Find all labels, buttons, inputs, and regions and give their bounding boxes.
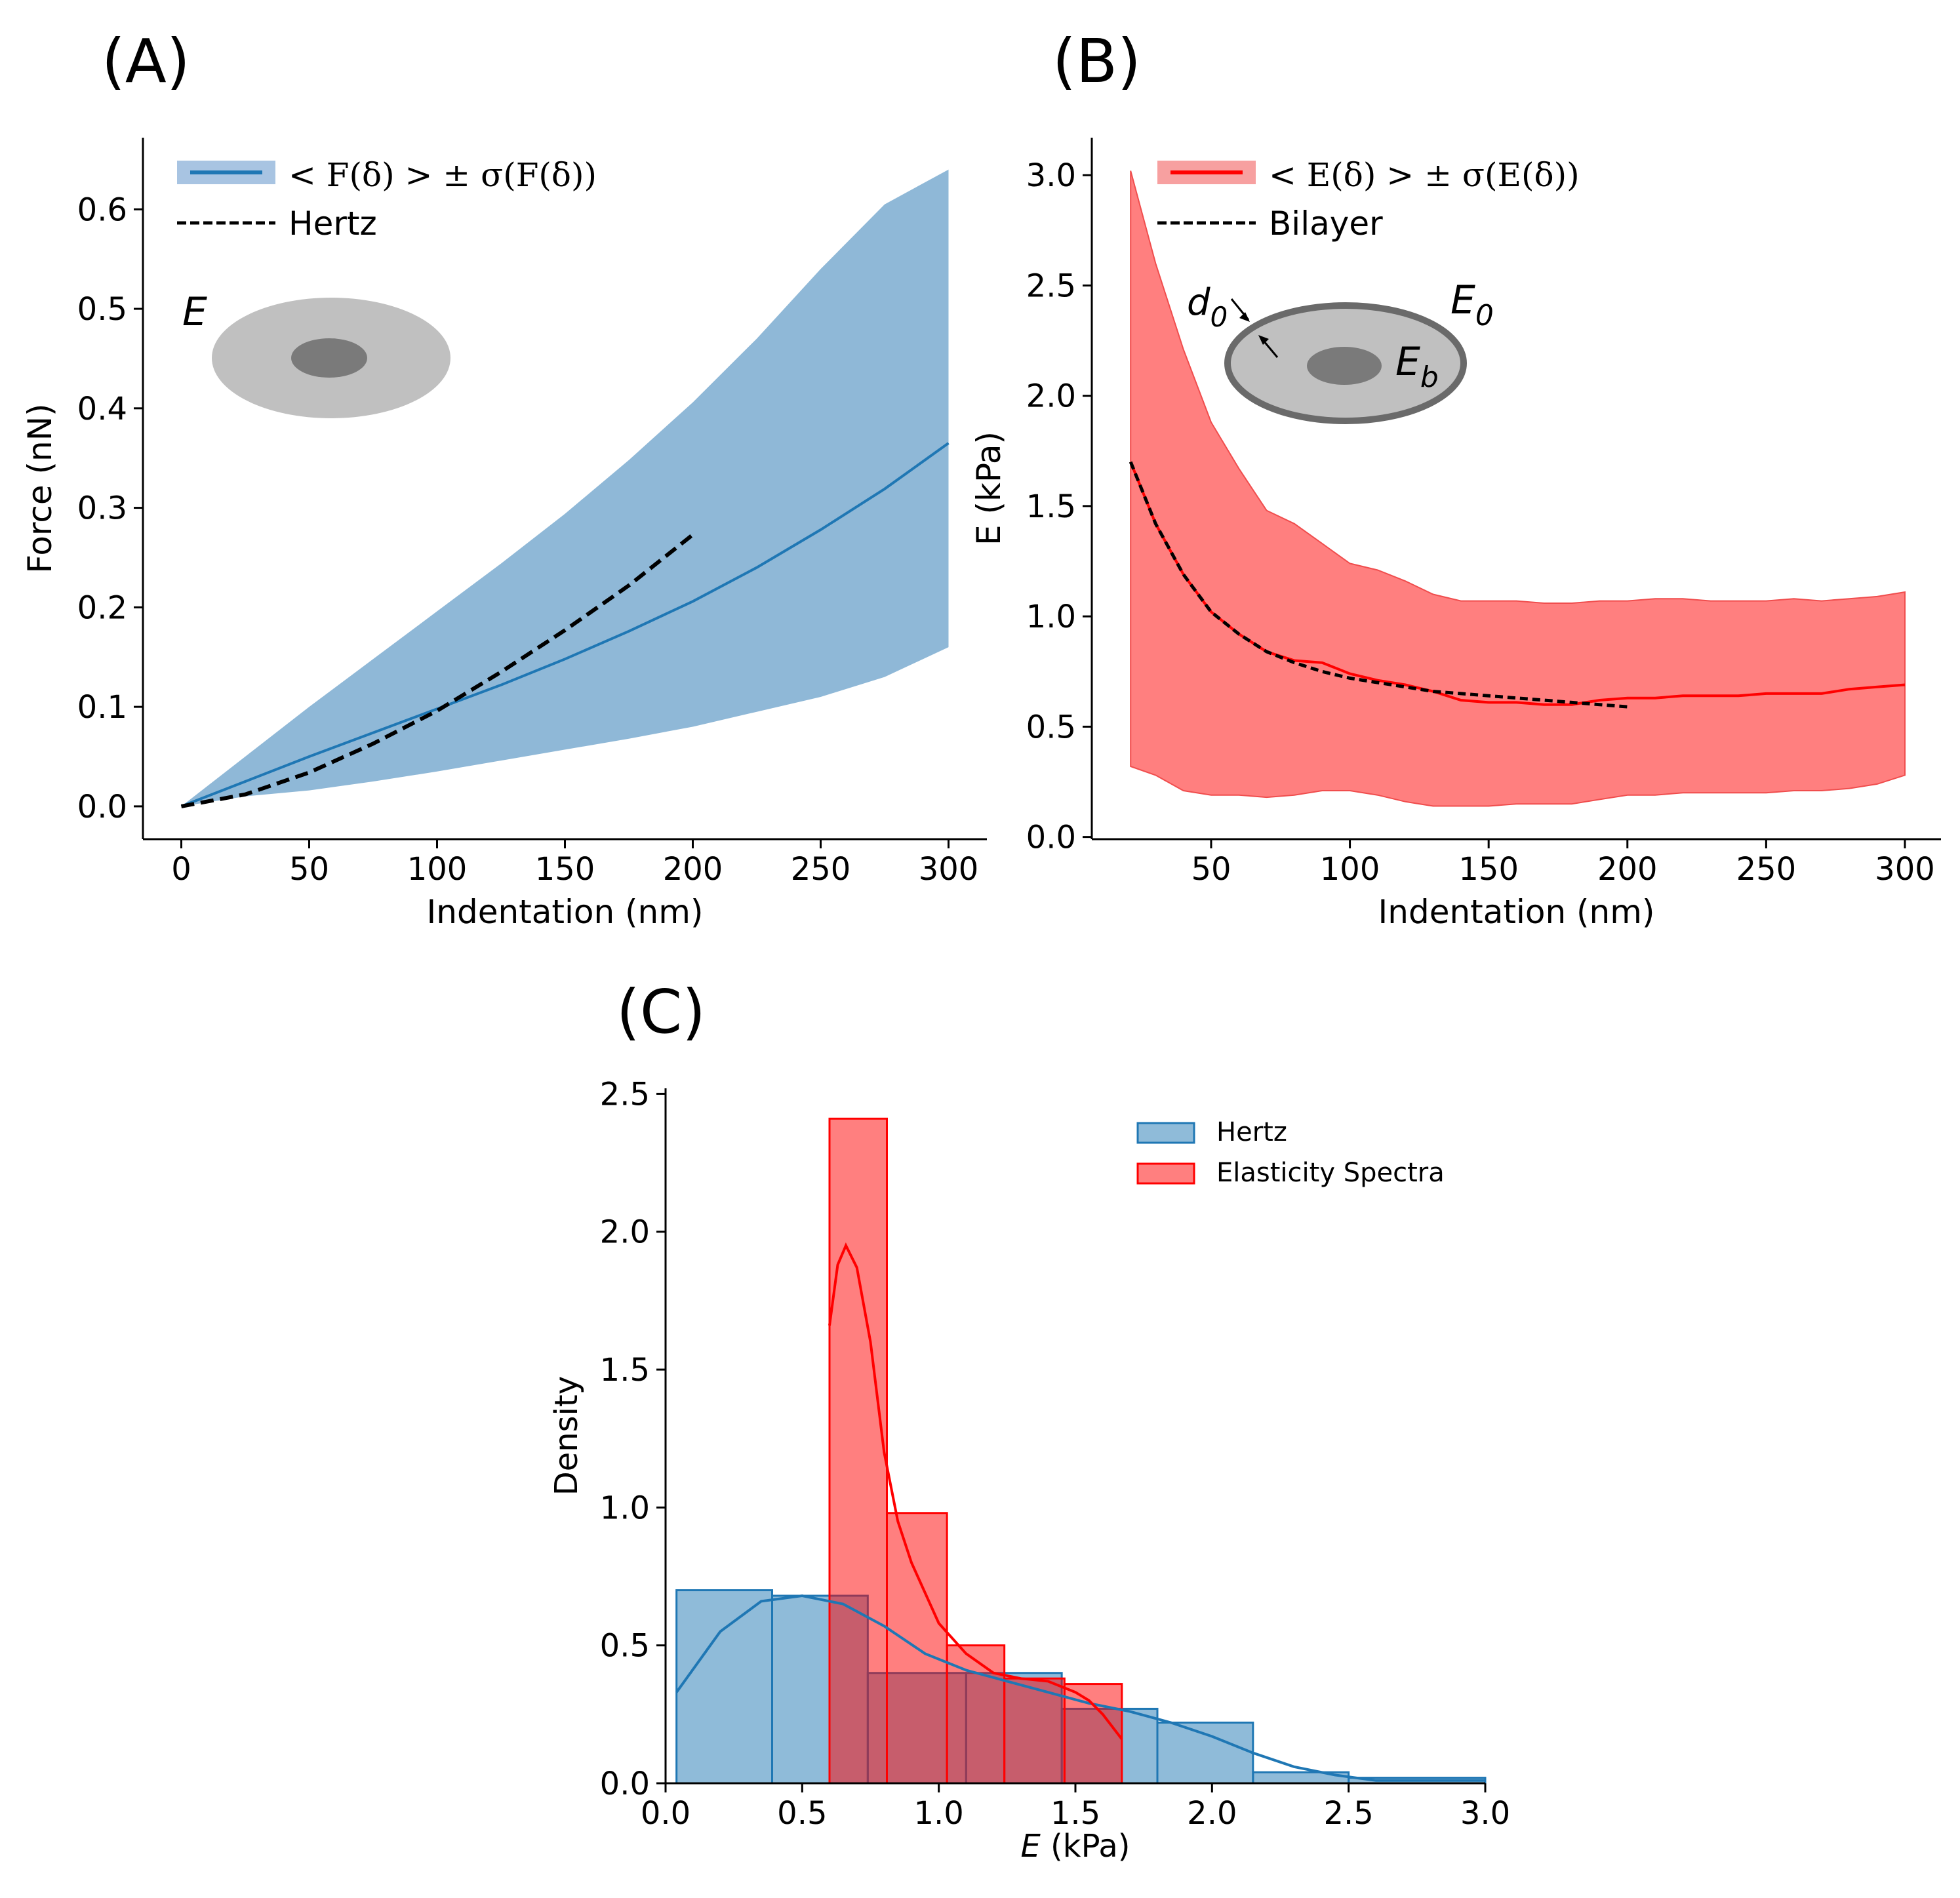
inset-thickness-subscript: 0 bbox=[1210, 301, 1228, 333]
y-tick-label: 2.5 bbox=[1026, 267, 1076, 304]
x-axis-label-unit: (kPa) bbox=[1041, 1828, 1130, 1865]
x-tick-label: 50 bbox=[289, 851, 329, 888]
inset-bulk-subscript: b bbox=[1420, 361, 1439, 394]
chart-c: 0.0 0.5 1.0 1.5 2.0 2.5 3.0 0.0 0.5 1.0 1.5 2.0 2.5 E… bbox=[548, 1076, 1510, 1865]
y-tick-label: 0.2 bbox=[77, 589, 127, 626]
y-axis-label: E (kPa) bbox=[970, 431, 1008, 545]
chart-b: 50 100 150 200 250 300 0.0 0.5 1.0 1.5 2.0 2.5 3.0 In… bbox=[970, 138, 1941, 931]
y-tick-label: 2.0 bbox=[1026, 378, 1076, 415]
y-tick-label: 1.0 bbox=[600, 1490, 650, 1526]
x-tick-label: 100 bbox=[407, 851, 468, 888]
inset-cortex-modulus-label: E0 bbox=[1450, 277, 1494, 332]
legend-hertz-swatch bbox=[1136, 1122, 1195, 1144]
y-tick-label: 0.6 bbox=[77, 191, 127, 228]
cell-nucleus-icon bbox=[1307, 347, 1382, 385]
y-tick-label: 0.4 bbox=[77, 391, 127, 427]
y-tick-label: 0.5 bbox=[77, 291, 127, 328]
x-tick-label: 100 bbox=[1320, 851, 1380, 888]
x-tick-label: 2.5 bbox=[1323, 1795, 1373, 1832]
legend-mean-label: < E(δ) > ± σ(E(δ)) bbox=[1269, 156, 1580, 194]
x-tick-label: 0.5 bbox=[777, 1795, 827, 1832]
y-tick-label: 1.5 bbox=[600, 1352, 650, 1389]
x-tick-label: 200 bbox=[663, 851, 723, 888]
legend-spectra-swatch bbox=[1136, 1162, 1195, 1185]
hertz-kde-line bbox=[675, 1594, 1485, 1782]
spectra-histogram-bar bbox=[946, 1644, 1006, 1785]
legend-mean-label: < F(δ) > ± σ(F(δ)) bbox=[289, 156, 597, 194]
x-axis-label: E (kPa) bbox=[1020, 1828, 1130, 1865]
inset-modulus-label: E bbox=[182, 289, 207, 335]
force-mean-line bbox=[180, 442, 950, 808]
spectra-histogram-bar bbox=[1003, 1677, 1066, 1785]
force-std-band bbox=[181, 169, 949, 806]
hertz-histogram-bar bbox=[1156, 1721, 1254, 1785]
legend-fit-label: Hertz bbox=[289, 205, 377, 243]
y-tick-label: 0.0 bbox=[1026, 820, 1076, 856]
panel-a-label: (A) bbox=[102, 26, 190, 96]
y-axis-label: Density bbox=[548, 1376, 585, 1495]
legend-hertz-label: Hertz bbox=[1216, 1117, 1287, 1147]
x-tick-label: 1.0 bbox=[913, 1795, 963, 1832]
x-tick-label: 50 bbox=[1191, 851, 1231, 888]
x-tick-label: 0 bbox=[171, 851, 191, 888]
x-tick-label: 150 bbox=[535, 851, 595, 888]
y-tick-label: 0.1 bbox=[77, 689, 127, 726]
thickness-arrowhead-out-icon bbox=[1258, 335, 1269, 345]
y-tick-label: 0.5 bbox=[600, 1628, 650, 1665]
y-tick-label: 1.0 bbox=[1026, 599, 1076, 635]
x-tick-label: 200 bbox=[1597, 851, 1658, 888]
x-axis-label: Indentation (nm) bbox=[427, 893, 704, 931]
hertz-histogram-bar bbox=[675, 1589, 773, 1785]
modulus-std-band bbox=[1130, 170, 1906, 807]
inset-thickness-label: d0 bbox=[1187, 281, 1228, 333]
hertz-fit-line bbox=[180, 533, 694, 808]
x-tick-label: 300 bbox=[1875, 851, 1935, 888]
cell-nucleus-icon bbox=[291, 338, 367, 378]
y-tick-label: 2.0 bbox=[600, 1214, 650, 1251]
y-tick-label: 0.3 bbox=[77, 490, 127, 527]
x-tick-label: 300 bbox=[919, 851, 979, 888]
y-tick-label: 0.5 bbox=[1026, 709, 1076, 745]
thickness-arrowhead-in-icon bbox=[1239, 312, 1250, 322]
panel-b-label: (B) bbox=[1052, 26, 1141, 96]
inset-cortex-subscript: 0 bbox=[1475, 299, 1494, 332]
legend-fit-label: Bilayer bbox=[1269, 205, 1383, 243]
panel-c-label: (C) bbox=[616, 977, 706, 1047]
x-tick-label: 0.0 bbox=[641, 1795, 690, 1832]
x-tick-label: 250 bbox=[1736, 851, 1797, 888]
spectra-kde-line bbox=[828, 1242, 1123, 1740]
bilayer-fit-line bbox=[1129, 461, 1628, 709]
y-tick-label: 1.5 bbox=[1026, 488, 1076, 525]
y-tick-label: 0.0 bbox=[77, 789, 127, 825]
x-tick-label: 2.0 bbox=[1187, 1795, 1237, 1832]
chart-a: 0 50 100 150 200 250 300 0.0 0.1 0.2 0.3 0.4 0.5 0.6 I… bbox=[21, 138, 987, 931]
x-tick-label: 1.5 bbox=[1050, 1795, 1100, 1832]
y-tick-label: 2.5 bbox=[600, 1076, 650, 1113]
x-axis-label-symbol: E bbox=[1020, 1828, 1041, 1865]
x-tick-label: 250 bbox=[791, 851, 851, 888]
x-tick-label: 3.0 bbox=[1460, 1795, 1510, 1832]
legend-spectra-label: Elasticity Spectra bbox=[1216, 1158, 1445, 1188]
x-tick-label: 150 bbox=[1458, 851, 1519, 888]
x-axis-label: Indentation (nm) bbox=[1378, 893, 1655, 931]
y-axis-label: Force (nN) bbox=[21, 403, 59, 573]
spectra-histogram-bar bbox=[828, 1117, 888, 1785]
y-tick-label: 0.0 bbox=[600, 1766, 650, 1802]
y-tick-label: 3.0 bbox=[1026, 157, 1076, 194]
